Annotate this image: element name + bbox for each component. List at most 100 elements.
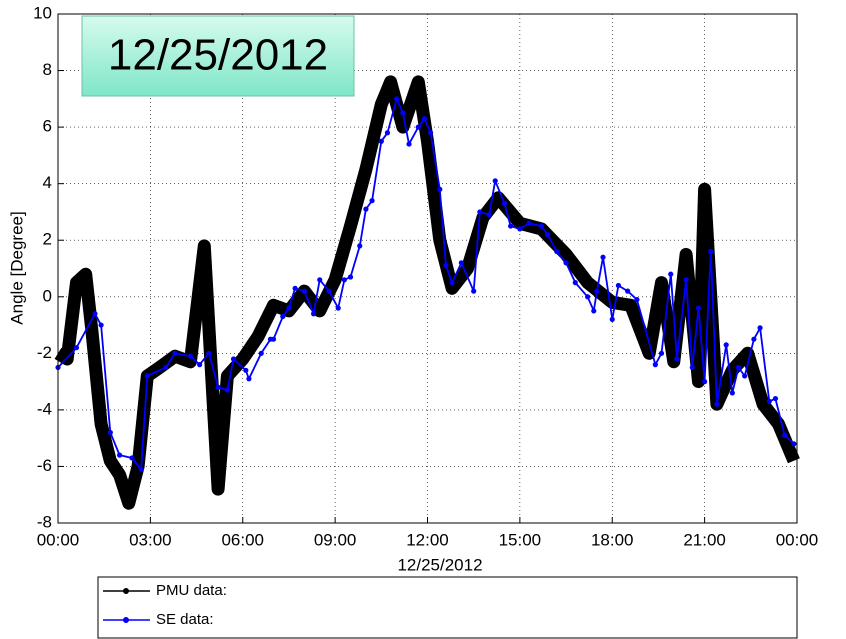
y-tick-label: 0 <box>43 286 52 305</box>
point <box>625 288 631 294</box>
legend-label: PMU data: <box>156 582 227 599</box>
point <box>138 466 144 472</box>
data <box>54 75 800 510</box>
x-tick-label: 00:00 <box>776 530 819 549</box>
point <box>326 288 332 294</box>
point <box>415 124 421 130</box>
point <box>508 223 514 229</box>
legend-label: SE data: <box>156 611 214 628</box>
point <box>674 356 680 362</box>
point <box>723 342 729 348</box>
point <box>766 398 772 405</box>
point <box>341 277 347 283</box>
point <box>163 364 169 371</box>
point <box>742 373 748 379</box>
point <box>230 356 237 362</box>
point <box>668 271 674 277</box>
point <box>517 226 523 232</box>
point <box>427 130 434 136</box>
point <box>92 311 98 317</box>
legend-marker <box>123 588 129 594</box>
y-axis-label: Angle [Degree] <box>7 211 26 324</box>
point <box>144 373 150 379</box>
y-tick-label: 10 <box>33 3 52 22</box>
y-tick-label: 4 <box>43 173 52 192</box>
point <box>243 367 249 373</box>
point <box>73 345 80 351</box>
point <box>224 387 230 393</box>
legend-box <box>97 576 798 639</box>
x-tick-label: 21:00 <box>683 530 726 549</box>
point <box>172 350 178 356</box>
point <box>292 285 298 291</box>
point <box>791 441 797 447</box>
point <box>335 305 341 311</box>
y-tick-label: -4 <box>37 399 52 418</box>
point <box>594 288 600 294</box>
point <box>98 322 104 328</box>
point <box>206 350 212 356</box>
point <box>563 260 569 266</box>
point <box>585 294 591 300</box>
point <box>357 243 363 249</box>
point <box>280 313 286 320</box>
point <box>695 305 702 311</box>
x-tick-label: 09:00 <box>314 530 357 549</box>
x-tick-label: 06:00 <box>221 530 264 549</box>
point <box>310 311 317 317</box>
point <box>394 96 400 102</box>
y-tick-label: -6 <box>37 456 52 475</box>
point <box>116 452 123 458</box>
point <box>501 200 508 207</box>
y-tick-label: -2 <box>37 343 52 362</box>
x-tick-label: 00:00 <box>37 530 80 549</box>
point <box>658 350 665 356</box>
point <box>634 297 640 303</box>
plot-frame <box>57 13 798 524</box>
point <box>421 116 428 122</box>
point <box>714 401 720 407</box>
point <box>492 178 498 184</box>
series-line <box>54 75 800 510</box>
legend-marker <box>123 617 129 623</box>
point <box>258 350 264 356</box>
point <box>246 376 252 382</box>
point <box>107 429 113 436</box>
point <box>437 186 443 192</box>
annotation: 12/25/2012 <box>108 31 328 80</box>
point <box>215 384 221 390</box>
y-tick-label: -8 <box>37 512 52 531</box>
point <box>689 364 695 371</box>
point <box>443 263 449 269</box>
point <box>270 336 277 342</box>
point <box>449 280 455 286</box>
series-line <box>57 97 795 471</box>
point <box>197 362 203 368</box>
point <box>757 325 763 331</box>
point <box>708 248 714 255</box>
point <box>615 282 622 289</box>
point <box>702 379 708 385</box>
legend: PMU data: SE data: <box>97 576 798 639</box>
point <box>301 288 307 294</box>
point <box>538 223 545 229</box>
point <box>363 206 369 212</box>
x-axis-label: 12/25/2012 <box>397 555 482 574</box>
point <box>477 209 483 215</box>
y-tick-label: 6 <box>43 117 52 136</box>
point <box>317 277 323 283</box>
x-tick-label: 03:00 <box>129 530 172 549</box>
point <box>378 138 384 144</box>
point <box>544 231 551 238</box>
point <box>772 395 779 402</box>
point <box>384 130 391 136</box>
point <box>652 362 658 368</box>
point <box>400 110 406 116</box>
point <box>369 198 375 204</box>
point <box>347 274 354 280</box>
point <box>486 212 492 218</box>
x-tick-label: 15:00 <box>499 530 542 549</box>
point <box>729 390 735 396</box>
point <box>406 141 412 147</box>
